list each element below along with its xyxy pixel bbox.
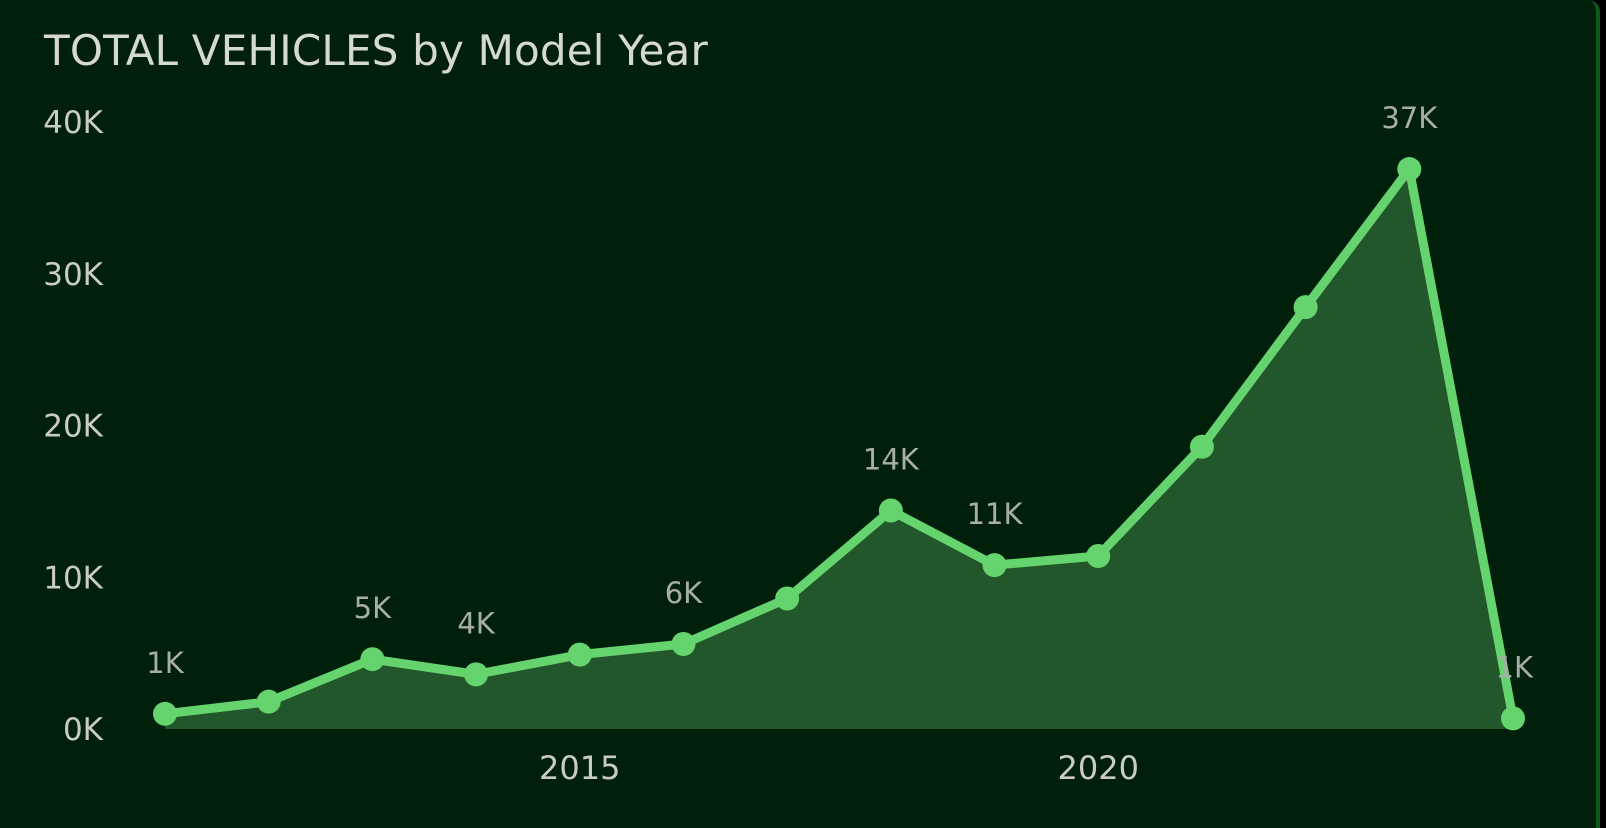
data-point-2013: [360, 647, 385, 672]
y-tick-label-20K: 20K: [43, 409, 103, 445]
y-tick-label-0K: 0K: [63, 712, 104, 748]
y-tick-label-40K: 40K: [43, 105, 103, 141]
series-total-vehicles: [153, 157, 1525, 731]
data-point-2015: [567, 642, 592, 667]
data-point-2019: [982, 553, 1007, 578]
data-label-2024: 1K: [1496, 650, 1534, 684]
data-label-2023: 37K: [1381, 101, 1438, 135]
data-point-2018: [878, 498, 903, 523]
data-label-2018: 14K: [863, 442, 920, 476]
area-fill: [165, 169, 1513, 730]
data-point-2022: [1293, 295, 1318, 320]
data-labels: 1K 5K 4K 6K 14K 11K 37K 1K: [146, 101, 1534, 684]
data-point-2011: [153, 701, 177, 726]
data-point-2017: [775, 586, 800, 611]
data-label-2014: 4K: [457, 606, 495, 640]
y-tick-label-30K: 30K: [43, 257, 103, 293]
data-point-2021: [1189, 434, 1214, 459]
data-point-2024: [1501, 706, 1525, 731]
chart-title: TOTAL VEHICLES by Model Year: [44, 26, 708, 75]
y-tick-label-10K: 10K: [43, 560, 103, 596]
data-label-2019: 11K: [967, 497, 1024, 531]
data-point-2020: [1086, 544, 1111, 569]
data-point-2016: [671, 632, 696, 657]
data-label-2013: 5K: [354, 591, 392, 625]
x-tick-label-2015: 2015: [539, 749, 620, 787]
x-axis-ticks: 2015 2020: [539, 749, 1139, 787]
data-point-2014: [464, 662, 489, 687]
data-point-2023: [1397, 157, 1422, 182]
data-label-2016: 6K: [665, 576, 703, 610]
x-tick-label-2020: 2020: [1058, 749, 1139, 787]
data-point-2012: [256, 689, 281, 714]
y-axis-ticks: 0K 10K 20K 30K 40K: [43, 105, 103, 748]
series-line: [160, 164, 1518, 723]
data-label-2011: 1K: [146, 646, 184, 680]
